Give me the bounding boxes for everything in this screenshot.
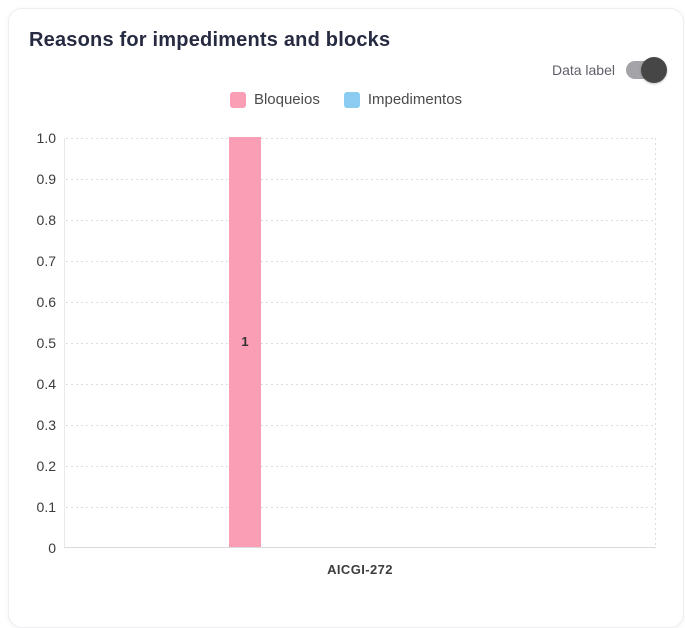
- gridline: [66, 138, 656, 139]
- gridline: [66, 302, 656, 303]
- chart-legend: Bloqueios Impedimentos: [9, 91, 683, 108]
- gridline: [66, 384, 656, 385]
- y-tick-label: 0: [48, 540, 56, 556]
- data-label-toggle-label: Data label: [551, 62, 615, 78]
- y-tick-label: 0.7: [36, 253, 56, 269]
- chart-card: Reasons for impediments and blocks Data …: [8, 8, 684, 628]
- y-tick-label: 0.5: [36, 335, 56, 351]
- data-label-toggle-row: Data label: [552, 57, 667, 83]
- gridline: [66, 343, 656, 344]
- gridline: [66, 507, 656, 508]
- chart-title: Reasons for impediments and blocks: [29, 29, 391, 51]
- legend-label: Impedimentos: [367, 91, 463, 108]
- plot-area: 1: [64, 137, 656, 548]
- x-axis-category-label: AICGI-272: [327, 562, 393, 577]
- legend-item-impedimentos[interactable]: Impedimentos: [343, 91, 463, 108]
- y-tick-label: 0.2: [36, 458, 56, 474]
- y-tick-label: 0.4: [36, 376, 56, 392]
- toggle-knob-icon: [641, 57, 667, 83]
- y-tick-label: 1.0: [36, 130, 56, 146]
- y-tick-label: 0.3: [36, 417, 56, 433]
- gridline: [66, 179, 656, 180]
- legend-swatch-icon: [229, 91, 246, 108]
- legend-swatch-icon: [343, 91, 360, 108]
- data-label-toggle[interactable]: [626, 57, 667, 83]
- legend-label: Bloqueios: [253, 91, 320, 108]
- plot-right-border: [655, 138, 656, 547]
- y-tick-label: 0.9: [36, 171, 56, 187]
- y-tick-label: 0.8: [36, 212, 56, 228]
- gridline: [66, 261, 656, 262]
- plot-wrap: 1.0 0.9 0.8 0.7 0.6 0.5 0.4 0.3 0.2 0.1 0 1 AICGI-…: [9, 130, 685, 600]
- y-tick-label: 0.6: [36, 294, 56, 310]
- gridline: [66, 220, 656, 221]
- legend-item-bloqueios[interactable]: Bloqueios: [229, 91, 320, 108]
- y-tick-label: 0.1: [36, 499, 56, 515]
- gridline: [66, 425, 656, 426]
- gridline: [66, 466, 656, 467]
- bar-bloqueios-aicgi-272[interactable]: [229, 137, 261, 547]
- bar-data-label: 1: [241, 334, 249, 349]
